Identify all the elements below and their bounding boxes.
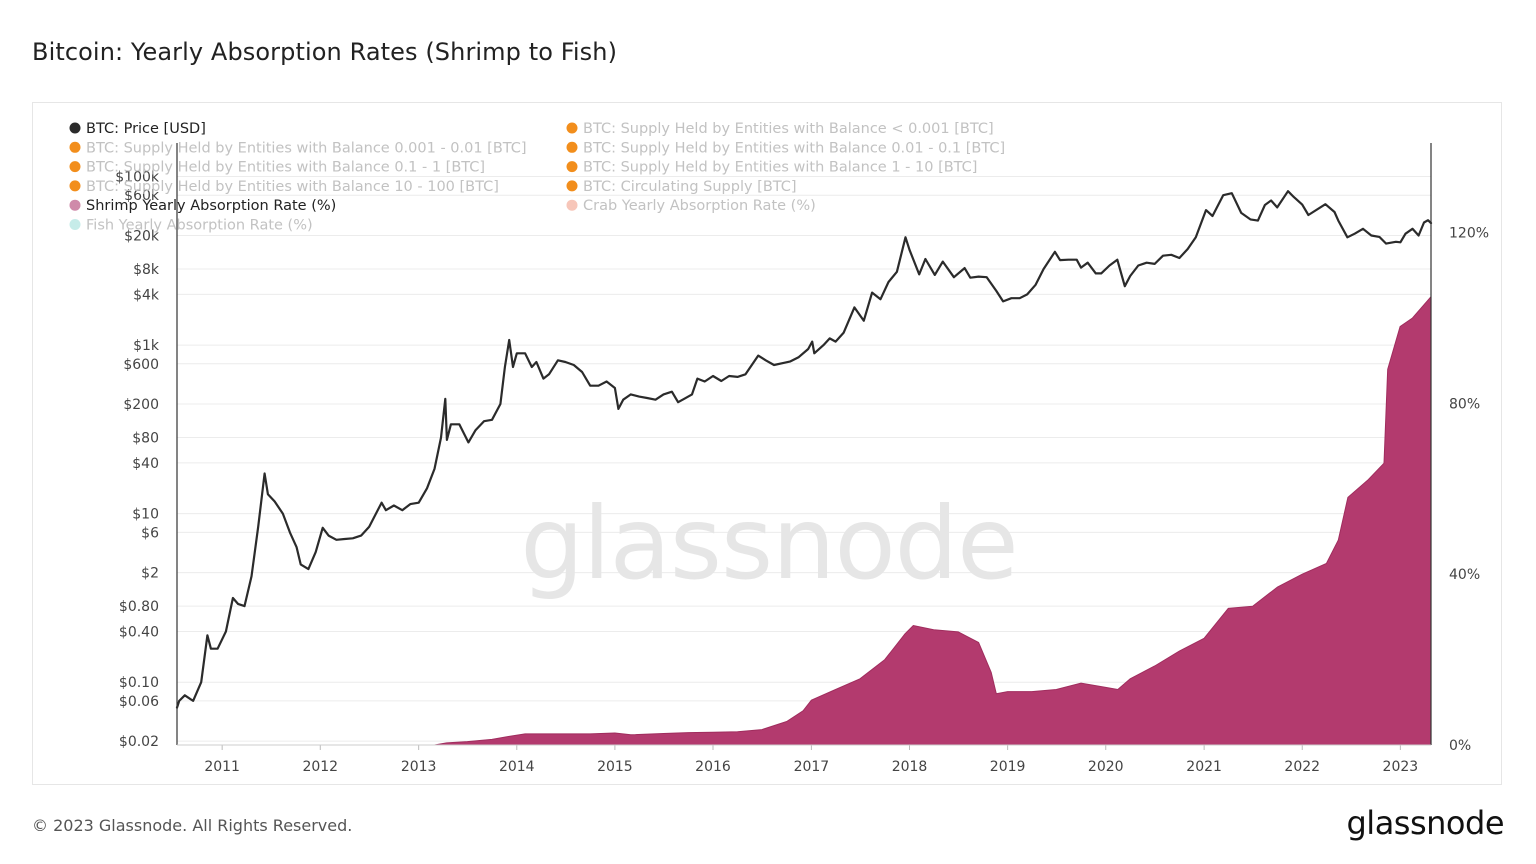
x-tick-label: 2021 — [1186, 759, 1222, 775]
legend-label: BTC: Supply Held by Entities with Balanc… — [86, 140, 527, 156]
legend-marker-icon — [69, 180, 81, 192]
legend-item[interactable]: BTC: Supply Held by Entities with Balanc… — [566, 121, 994, 137]
legend-item[interactable]: Shrimp Yearly Absorption Rate (%) — [69, 198, 337, 214]
y-left-tick-label: $0.80 — [119, 599, 159, 615]
copyright-text: © 2023 Glassnode. All Rights Reserved. — [32, 816, 353, 835]
y-left-tick-label: $40 — [132, 456, 159, 472]
x-tick-label: 2012 — [302, 759, 338, 775]
page-title: Bitcoin: Yearly Absorption Rates (Shrimp… — [32, 38, 618, 66]
y-left-tick-label: $0.06 — [119, 694, 159, 710]
legend-marker-icon — [69, 161, 81, 173]
price-line — [175, 190, 1433, 709]
legend-label: BTC: Supply Held by Entities with Balanc… — [86, 160, 485, 176]
watermark-text: glassnode — [520, 485, 1017, 602]
y-left-tick-label: $600 — [123, 357, 159, 373]
y-left-tick-label: $100k — [115, 170, 160, 186]
y-left-tick-label: $10 — [132, 507, 159, 523]
x-tick-label: 2014 — [499, 759, 535, 775]
legend-item[interactable]: BTC: Supply Held by Entities with Balanc… — [69, 160, 486, 176]
legend-item[interactable]: BTC: Supply Held by Entities with Balanc… — [69, 140, 527, 156]
y-left-tick-label: $0.10 — [119, 675, 159, 691]
x-tick-label: 2018 — [892, 759, 928, 775]
legend-item[interactable]: Crab Yearly Absorption Rate (%) — [566, 198, 816, 214]
x-tick-label: 2023 — [1383, 759, 1419, 775]
legend-marker-icon — [69, 199, 81, 211]
price-line-series — [175, 190, 1433, 709]
legend-label: BTC: Circulating Supply [BTC] — [583, 179, 797, 195]
chart-svg: glassnode $100k $60k $20k $8k $4k $1k $600 $200… — [69, 121, 1489, 775]
legend-label: Fish Yearly Absorption Rate (%) — [86, 218, 313, 234]
legend-label: BTC: Supply Held by Entities with Balanc… — [583, 140, 1005, 156]
glassnode-logo[interactable]: glassnode — [1346, 804, 1504, 842]
legend-marker-icon — [69, 122, 81, 134]
y-right-tick-label: 40% — [1449, 567, 1480, 583]
legend-item[interactable]: BTC: Circulating Supply [BTC] — [566, 179, 797, 195]
legend-marker-icon — [566, 122, 578, 134]
y-right-tick-label: 80% — [1449, 396, 1480, 412]
shrimp-area-edge — [434, 296, 1432, 746]
x-tick-label: 2017 — [794, 759, 830, 775]
y-left-tick-label: $0.02 — [119, 734, 159, 750]
x-tick-label: 2022 — [1284, 759, 1320, 775]
legend-item[interactable]: Fish Yearly Absorption Rate (%) — [69, 218, 313, 234]
x-tick-label: 2013 — [401, 759, 437, 775]
x-tick-label: 2016 — [695, 759, 731, 775]
y-right-tick-label: 120% — [1449, 226, 1489, 242]
legend-label: BTC: Supply Held by Entities with Balanc… — [583, 121, 994, 137]
legend-marker-icon — [566, 199, 578, 211]
x-tick-label: 2015 — [597, 759, 633, 775]
legend: BTC: Price [USD] BTC: Supply Held by Enti… — [69, 121, 1006, 234]
x-tick-label: 2019 — [990, 759, 1026, 775]
y-left-tick-label: $80 — [132, 431, 159, 447]
legend-label: Crab Yearly Absorption Rate (%) — [583, 198, 816, 214]
y-left-tick-label: $2 — [141, 566, 159, 582]
legend-item[interactable]: BTC: Supply Held by Entities with Balanc… — [566, 160, 978, 176]
legend-marker-icon — [69, 141, 81, 153]
axes: $100k $60k $20k $8k $4k $1k $600 $200 $80 $40 $10 $… — [115, 143, 1489, 775]
y-left-tick-label: $1k — [133, 338, 160, 354]
legend-label: BTC: Supply Held by Entities with Balanc… — [86, 179, 499, 195]
legend-label: Shrimp Yearly Absorption Rate (%) — [86, 198, 336, 214]
y-left-tick-label: $0.40 — [119, 624, 159, 640]
legend-marker-icon — [566, 161, 578, 173]
legend-item[interactable]: BTC: Price [USD] — [69, 121, 206, 137]
legend-label: BTC: Price [USD] — [86, 121, 206, 137]
legend-marker-icon — [566, 141, 578, 153]
y-left-tick-label: $60k — [124, 188, 160, 204]
legend-label: BTC: Supply Held by Entities with Balanc… — [583, 160, 977, 176]
chart-panel: glassnode $100k $60k $20k $8k $4k $1k $600 $200… — [32, 102, 1502, 785]
y-left-tick-label: $4k — [133, 287, 160, 303]
shrimp-area-series — [434, 296, 1432, 746]
y-left-tick-label: $20k — [124, 228, 160, 244]
legend-marker-icon — [566, 180, 578, 192]
legend-item[interactable]: BTC: Supply Held by Entities with Balanc… — [69, 179, 499, 195]
shrimp-area — [434, 296, 1431, 745]
x-tick-label: 2011 — [204, 759, 240, 775]
y-left-tick-label: $200 — [123, 397, 159, 413]
y-right-tick-label: 0% — [1449, 738, 1471, 754]
legend-marker-icon — [69, 219, 81, 230]
y-left-tick-label: $6 — [141, 525, 159, 541]
legend-item[interactable]: BTC: Supply Held by Entities with Balanc… — [566, 140, 1006, 156]
y-left-tick-label: $8k — [133, 262, 160, 278]
x-tick-label: 2020 — [1088, 759, 1124, 775]
